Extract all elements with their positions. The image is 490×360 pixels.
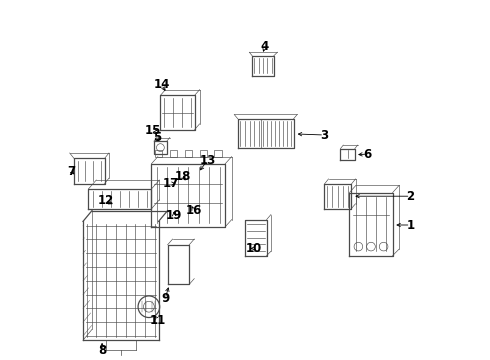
Text: 18: 18 bbox=[175, 170, 191, 183]
Text: 17: 17 bbox=[163, 177, 179, 190]
Bar bbox=[155, 150, 162, 157]
Text: 16: 16 bbox=[186, 204, 202, 217]
Text: 11: 11 bbox=[150, 314, 166, 327]
Text: 9: 9 bbox=[161, 292, 169, 305]
Text: 10: 10 bbox=[245, 242, 262, 255]
Text: 13: 13 bbox=[199, 154, 216, 167]
Text: 8: 8 bbox=[98, 345, 106, 357]
Text: 15: 15 bbox=[145, 124, 161, 137]
Text: 3: 3 bbox=[320, 129, 328, 141]
Bar bbox=[170, 150, 177, 157]
Bar bbox=[199, 150, 207, 157]
Text: 6: 6 bbox=[363, 148, 371, 161]
Bar bbox=[185, 150, 192, 157]
Bar bbox=[154, 141, 167, 154]
Text: 12: 12 bbox=[97, 194, 114, 207]
Text: 5: 5 bbox=[153, 131, 161, 144]
Text: 7: 7 bbox=[68, 165, 75, 177]
Text: 4: 4 bbox=[261, 40, 269, 53]
Bar bbox=[215, 150, 221, 157]
Text: 19: 19 bbox=[166, 209, 182, 222]
Text: 2: 2 bbox=[407, 190, 415, 203]
Text: 14: 14 bbox=[153, 78, 170, 91]
Text: 1: 1 bbox=[407, 219, 415, 231]
